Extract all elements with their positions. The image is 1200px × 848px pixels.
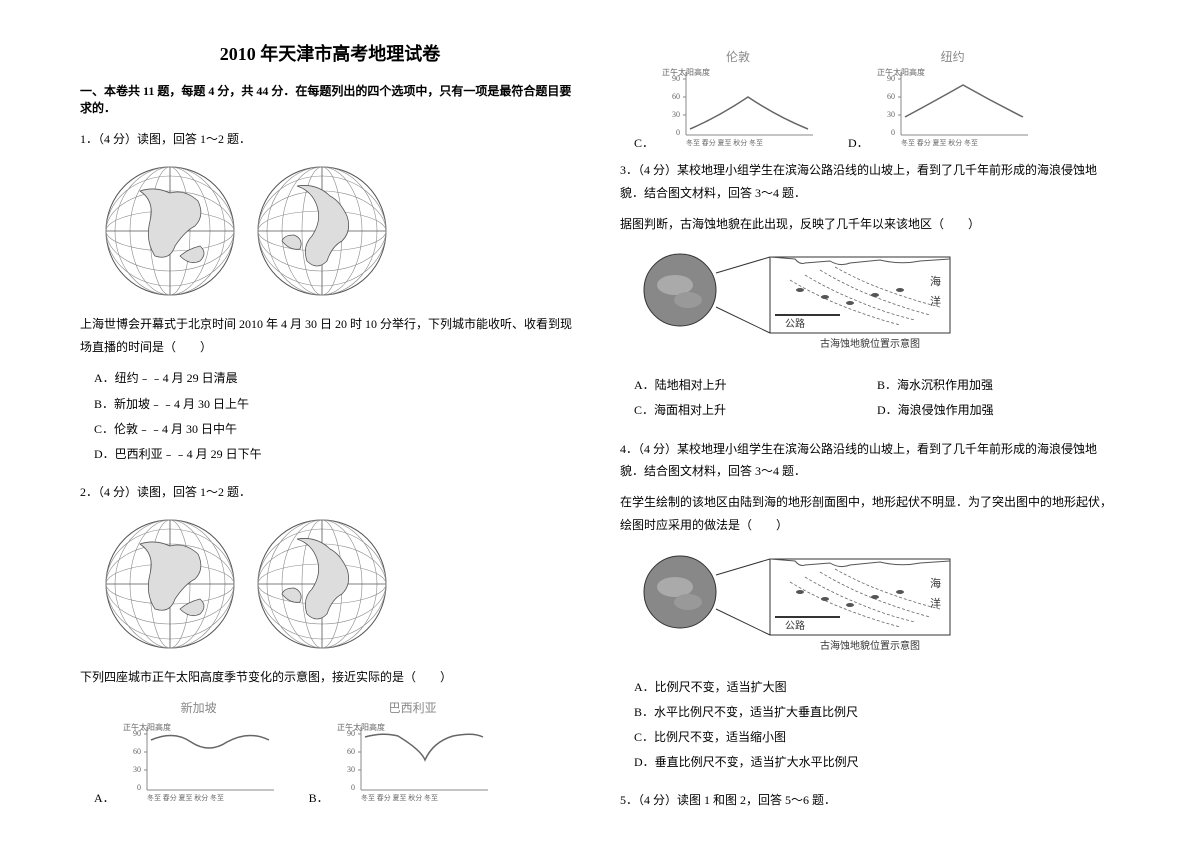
q2-globe-figure	[100, 514, 580, 654]
svg-text:冬至 春分 夏至 秋分 冬至: 冬至 春分 夏至 秋分 冬至	[361, 793, 438, 802]
q4-figure: 公路 海 洋 古海蚀地貌位置示意图	[640, 547, 1120, 665]
svg-text:公路: 公路	[785, 619, 805, 632]
svg-text:公路: 公路	[785, 317, 805, 330]
q1-globe-figure	[100, 161, 580, 301]
chart-b-city: 巴西利亚	[333, 697, 493, 720]
q1-number: 1．（4 分）读图，回答 1～2 题．	[80, 128, 580, 151]
question-2: 2．（4 分）读图，回答 1～2 题．	[80, 481, 580, 809]
question-3: 3．（4 分）某校地理小组学生在滨海公路沿线的山坡上，看到了几千年前形成的海浪侵…	[620, 159, 1120, 424]
chart-b-icon: 正午太阳高度 90 60 30 0 冬至 春分 夏至 秋分 冬至	[333, 722, 493, 802]
q4-option-c: C．比例尺不变，适当缩小图	[634, 725, 1120, 750]
q5-number: 5．（4 分）读图 1 和图 2，回答 5～6 题．	[620, 789, 1120, 812]
svg-text:60: 60	[887, 92, 895, 101]
question-5: 5．（4 分）读图 1 和图 2，回答 5～6 题．	[620, 789, 1120, 812]
q4-number: 4．（4 分）某校地理小组学生在滨海公路沿线的山坡上，看到了几千年前形成的海浪侵…	[620, 438, 1120, 484]
q2-charts-cd: C． 伦敦 正午太阳高度 90 60 30 0 冬至 春分 夏至 秋分 冬至	[634, 48, 1120, 151]
chart-d-city: 纽约	[873, 48, 1033, 65]
svg-text:30: 30	[133, 765, 141, 774]
doc-title: 2010 年天津市高考地理试卷	[80, 40, 580, 66]
chart-a-city: 新加坡	[119, 697, 279, 720]
q3-option-c: C．海面相对上升	[634, 398, 877, 423]
svg-text:90: 90	[887, 74, 895, 83]
svg-text:冬至 春分 夏至 秋分 冬至: 冬至 春分 夏至 秋分 冬至	[147, 793, 224, 802]
svg-text:90: 90	[347, 729, 355, 738]
svg-text:古海蚀地貌位置示意图: 古海蚀地貌位置示意图	[820, 337, 920, 350]
q3-figure: 公路 海 洋 古海蚀地貌位置示意图	[640, 245, 1120, 363]
q3-number: 3．（4 分）某校地理小组学生在滨海公路沿线的山坡上，看到了几千年前形成的海浪侵…	[620, 159, 1120, 205]
q3-option-d: D．海浪侵蚀作用加强	[877, 398, 1120, 423]
svg-text:洋: 洋	[930, 294, 941, 308]
svg-text:30: 30	[672, 110, 680, 119]
geo-map-icon: 公路 海 洋 古海蚀地貌位置示意图	[640, 245, 960, 355]
svg-text:30: 30	[347, 765, 355, 774]
q1-context: 上海世博会开幕式于北京时间 2010 年 4 月 30 日 20 时 10 分举…	[80, 313, 580, 359]
svg-text:90: 90	[672, 74, 680, 83]
svg-text:60: 60	[133, 747, 141, 756]
q2-label-d: D．	[848, 134, 869, 151]
q1-option-c: C．伦敦﹣﹣4 月 30 日中午	[94, 417, 580, 442]
svg-text:正午太阳高度: 正午太阳高度	[337, 722, 385, 732]
svg-text:海: 海	[930, 576, 941, 590]
svg-text:60: 60	[672, 92, 680, 101]
geo-map2-icon: 公路 海 洋 古海蚀地貌位置示意图	[640, 547, 960, 657]
svg-text:90: 90	[133, 729, 141, 738]
q4-options: A．比例尺不变，适当扩大图 B．水平比例尺不变，适当扩大垂直比例尺 C．比例尺不…	[634, 675, 1120, 776]
q4-option-a: A．比例尺不变，适当扩大图	[634, 675, 1120, 700]
svg-text:正午太阳高度: 正午太阳高度	[662, 67, 710, 77]
left-column: 2010 年天津市高考地理试卷 一、本卷共 11 题，每题 4 分，共 44 分…	[60, 40, 600, 808]
svg-text:冬至 春分 夏至 秋分 冬至: 冬至 春分 夏至 秋分 冬至	[686, 138, 763, 147]
svg-text:正午太阳高度: 正午太阳高度	[123, 722, 171, 732]
q3-option-a: A．陆地相对上升	[634, 373, 877, 398]
svg-text:古海蚀地貌位置示意图: 古海蚀地貌位置示意图	[820, 639, 920, 652]
right-column: C． 伦敦 正午太阳高度 90 60 30 0 冬至 春分 夏至 秋分 冬至	[600, 40, 1140, 808]
chart-a-icon: 正午太阳高度 90 60 30 0 冬至 春分 夏至 秋分 冬至	[119, 722, 279, 802]
svg-text:0: 0	[351, 783, 355, 792]
q4-option-d: D．垂直比例尺不变，适当扩大水平比例尺	[634, 750, 1120, 775]
globe-right2-icon	[252, 514, 392, 654]
question-1: 1．（4 分）读图，回答 1～2 题．	[80, 128, 580, 467]
q2-number: 2．（4 分）读图，回答 1～2 题．	[80, 481, 580, 504]
q3-context: 据图判断，古海蚀地貌在此出现，反映了几千年以来该地区（ ）	[620, 213, 1120, 236]
q1-option-a: A．纽约﹣﹣4 月 29 日清晨	[94, 366, 580, 391]
globe-left2-icon	[100, 514, 240, 654]
q2-label-a: A．	[94, 787, 115, 810]
svg-text:60: 60	[347, 747, 355, 756]
q2-charts-ab: A． 新加坡 正午太阳高度 90 60 30 0	[94, 697, 580, 810]
globe-right-icon	[252, 161, 392, 301]
section-heading: 一、本卷共 11 题，每题 4 分，共 44 分．在每题列出的四个选项中，只有一…	[80, 82, 580, 116]
q3-option-b: B．海水沉积作用加强	[877, 373, 1120, 398]
svg-text:洋: 洋	[930, 596, 941, 610]
q2-label-b: B．	[309, 787, 329, 810]
globe-left-icon	[100, 161, 240, 301]
q2-context: 下列四座城市正午太阳高度季节变化的示意图，接近实际的是（ ）	[80, 666, 580, 689]
svg-text:0: 0	[676, 128, 680, 137]
svg-text:冬至 春分 夏至 秋分 冬至: 冬至 春分 夏至 秋分 冬至	[901, 138, 978, 147]
q4-option-b: B．水平比例尺不变，适当扩大垂直比例尺	[634, 700, 1120, 725]
chart-c-icon: 正午太阳高度 90 60 30 0 冬至 春分 夏至 秋分 冬至	[658, 67, 818, 147]
q3-options: A．陆地相对上升 B．海水沉积作用加强 C．海面相对上升 D．海浪侵蚀作用加强	[634, 373, 1120, 423]
q1-options: A．纽约﹣﹣4 月 29 日清晨 B．新加坡﹣﹣4 月 30 日上午 C．伦敦﹣…	[94, 366, 580, 467]
svg-text:0: 0	[137, 783, 141, 792]
q2-label-c: C．	[634, 134, 654, 151]
svg-text:正午太阳高度: 正午太阳高度	[877, 67, 925, 77]
q4-context: 在学生绘制的该地区由陆到海的地形剖面图中，地形起伏不明显．为了突出图中的地形起伏…	[620, 491, 1120, 537]
q1-option-b: B．新加坡﹣﹣4 月 30 日上午	[94, 392, 580, 417]
svg-text:30: 30	[887, 110, 895, 119]
chart-c-city: 伦敦	[658, 48, 818, 65]
q1-option-d: D．巴西利亚﹣﹣4 月 29 日下午	[94, 442, 580, 467]
question-4: 4．（4 分）某校地理小组学生在滨海公路沿线的山坡上，看到了几千年前形成的海浪侵…	[620, 438, 1120, 776]
svg-text:0: 0	[891, 128, 895, 137]
svg-text:海: 海	[930, 274, 941, 288]
chart-d-icon: 正午太阳高度 90 60 30 0 冬至 春分 夏至 秋分 冬至	[873, 67, 1033, 147]
